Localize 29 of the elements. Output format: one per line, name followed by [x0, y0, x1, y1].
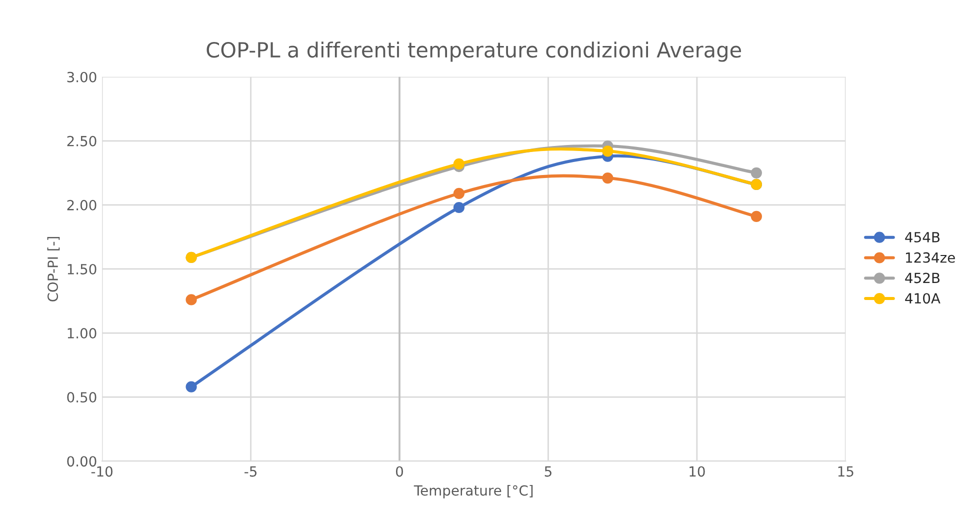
x-tick-label: 15	[838, 466, 854, 477]
x-tick-label: 10	[690, 466, 705, 477]
point	[602, 146, 614, 157]
point	[186, 294, 197, 306]
point	[750, 167, 762, 178]
x-tick-label: 0	[396, 466, 403, 477]
point	[453, 158, 465, 170]
legend-label: 454B	[905, 232, 940, 242]
legend-label: 1234ze	[906, 252, 955, 263]
y-tick-label: 3.00	[67, 72, 96, 82]
y-axis-title: COP-PI [-]	[47, 236, 60, 302]
x-tick-label: -10	[91, 466, 112, 477]
y-tick-label: 2.00	[67, 200, 96, 210]
point	[750, 210, 762, 222]
y-tick-label: 1.00	[68, 328, 96, 338]
y-tick-label: 0.00	[67, 456, 96, 467]
x-tick-label: -5	[244, 466, 256, 477]
point	[186, 381, 197, 392]
point	[602, 172, 614, 184]
point	[453, 188, 465, 199]
x-axis-title: Temperature [°C]	[414, 484, 533, 498]
y-tick-label: 1.50	[68, 264, 96, 274]
chart-title: COP-PL a differenti temperature condizioni Average	[206, 42, 742, 62]
point	[453, 202, 465, 214]
y-tick-label: 0.50	[67, 392, 96, 403]
y-tick-label: 2.50	[67, 136, 96, 146]
legend-label: 452B	[905, 272, 940, 284]
legend-label: 410A	[905, 293, 940, 304]
x-tick-label: 5	[544, 466, 552, 477]
